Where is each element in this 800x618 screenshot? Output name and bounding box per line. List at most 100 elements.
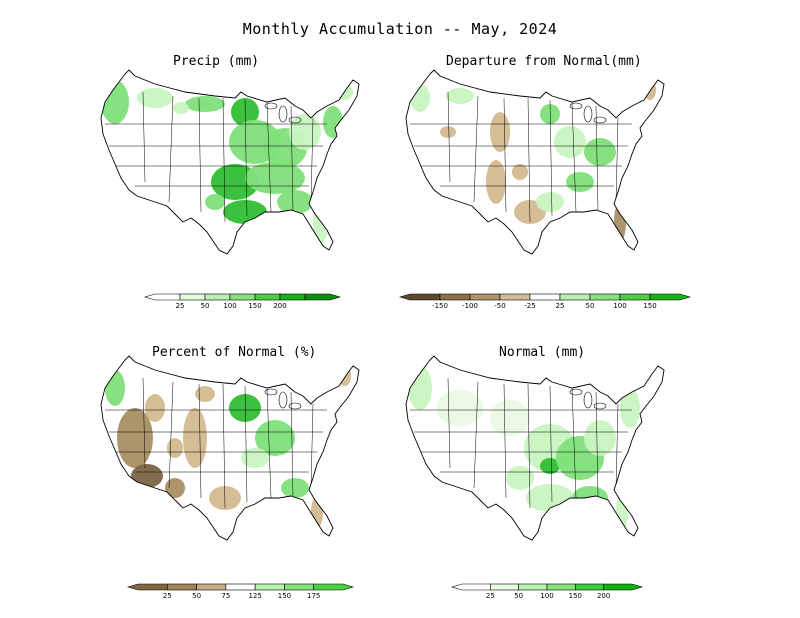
shaded-region bbox=[173, 102, 189, 114]
shaded-region bbox=[277, 190, 313, 214]
state-boundary bbox=[244, 99, 248, 217]
colorbar-swatch bbox=[499, 293, 531, 301]
shaded-region bbox=[241, 448, 269, 468]
shaded-region bbox=[245, 162, 305, 194]
shading-layer bbox=[101, 80, 353, 242]
colorbar-swatch bbox=[284, 583, 315, 591]
colorbar-tick-label: 150 bbox=[248, 302, 261, 310]
shaded-region bbox=[512, 164, 528, 180]
colorbar-tick-label: 150 bbox=[278, 592, 291, 600]
colorbar-swatch bbox=[469, 293, 501, 301]
panel-title-percent: Percent of Normal (%) bbox=[152, 345, 317, 360]
colorbar-tick-label: 25 bbox=[163, 592, 172, 600]
normal-map bbox=[405, 355, 665, 541]
shaded-region bbox=[145, 394, 165, 422]
shaded-region bbox=[620, 388, 640, 428]
state-boundary bbox=[473, 381, 479, 489]
lake-outline bbox=[583, 391, 593, 409]
colorbar-swatch bbox=[529, 293, 561, 301]
state-boundary bbox=[571, 387, 577, 499]
state-boundary bbox=[222, 97, 226, 223]
shaded-region bbox=[255, 420, 295, 456]
us-outline bbox=[100, 355, 360, 541]
lake-outline bbox=[288, 116, 302, 124]
colorbar-tick-label: 200 bbox=[597, 592, 610, 600]
state-boundary bbox=[615, 117, 619, 203]
state-boundary bbox=[266, 387, 272, 499]
colorbar-tick-label: 50 bbox=[201, 302, 210, 310]
colorbar-swatch bbox=[313, 583, 355, 591]
shaded-region bbox=[566, 172, 594, 192]
colorbar-swatch bbox=[649, 293, 692, 301]
departure-map bbox=[405, 69, 665, 255]
shaded-region bbox=[584, 420, 616, 456]
panel-title-precip: Precip (mm) bbox=[173, 54, 260, 69]
state-boundary bbox=[142, 377, 146, 469]
state-boundary bbox=[527, 97, 531, 223]
colorbar-swatch bbox=[398, 293, 441, 301]
colorbar-swatch bbox=[143, 293, 181, 301]
colorbar-swatch bbox=[179, 293, 206, 301]
lake-outline bbox=[593, 116, 607, 124]
shaded-region bbox=[616, 494, 628, 530]
colorbar-tick-label: 100 bbox=[540, 592, 553, 600]
colorbar-swatch bbox=[304, 293, 342, 301]
state-boundary bbox=[168, 95, 174, 203]
state-boundary bbox=[142, 91, 146, 183]
us-outline bbox=[100, 69, 360, 255]
precip-map bbox=[100, 69, 360, 255]
percent-map bbox=[100, 355, 360, 541]
colorbar-tick-label: 25 bbox=[486, 592, 495, 600]
colorbar-tick-label: 100 bbox=[223, 302, 236, 310]
us-outline bbox=[405, 355, 665, 541]
shaded-region bbox=[536, 192, 564, 212]
colorbar-tick-label: -50 bbox=[494, 302, 505, 310]
state-boundary bbox=[266, 101, 272, 213]
shaded-region bbox=[337, 84, 353, 100]
shaded-region bbox=[436, 390, 484, 426]
shaded-region bbox=[554, 126, 586, 158]
colorbar-swatch bbox=[490, 583, 519, 591]
colorbar-swatch bbox=[279, 293, 306, 301]
state-boundary bbox=[503, 97, 507, 213]
lake-outline bbox=[569, 388, 583, 396]
colorbar-tick-label: 50 bbox=[514, 592, 523, 600]
colorbar-swatch bbox=[254, 293, 281, 301]
state-boundary bbox=[310, 403, 314, 489]
shading-layer bbox=[408, 366, 640, 530]
colorbar-tick-label: 125 bbox=[248, 592, 261, 600]
lake-outline bbox=[288, 402, 302, 410]
state-boundary bbox=[503, 383, 507, 499]
colorbar-swatch bbox=[575, 583, 604, 591]
shading-layer bbox=[410, 80, 656, 242]
shaded-region bbox=[281, 478, 309, 498]
shaded-region bbox=[183, 408, 207, 468]
shaded-region bbox=[205, 194, 225, 210]
colorbar-swatch bbox=[254, 583, 285, 591]
state-boundary bbox=[473, 95, 479, 203]
lake-outline bbox=[264, 102, 278, 110]
colorbar-swatch bbox=[589, 293, 621, 301]
colorbar-tick-label: -100 bbox=[462, 302, 478, 310]
colorbar-swatch bbox=[229, 293, 256, 301]
lake-outline bbox=[264, 388, 278, 396]
lake-outline bbox=[593, 402, 607, 410]
state-boundary bbox=[290, 391, 294, 497]
figure-title: Monthly Accumulation -- May, 2024 bbox=[242, 20, 558, 38]
precip-colorbar: 25 50 100 150 200 bbox=[143, 293, 342, 310]
shaded-region bbox=[446, 88, 474, 104]
state-boundary bbox=[310, 117, 314, 203]
normal-colorbar: 25 50 100 150 200 bbox=[450, 583, 644, 600]
panel-title-departure: Departure from Normal(mm) bbox=[446, 54, 642, 69]
colorbar-swatch bbox=[518, 583, 548, 591]
lake-outline bbox=[278, 391, 288, 409]
colorbar-tick-label: 50 bbox=[586, 302, 595, 310]
shaded-region bbox=[584, 138, 616, 166]
state-boundary bbox=[168, 381, 174, 489]
colorbar-swatch bbox=[196, 583, 227, 591]
colorbar-tick-label: 75 bbox=[221, 592, 230, 600]
colorbar-tick-label: 175 bbox=[307, 592, 320, 600]
colorbar-tick-label: -150 bbox=[432, 302, 448, 310]
colorbar-tick-label: -25 bbox=[524, 302, 535, 310]
colorbar-tick-label: 100 bbox=[613, 302, 626, 310]
